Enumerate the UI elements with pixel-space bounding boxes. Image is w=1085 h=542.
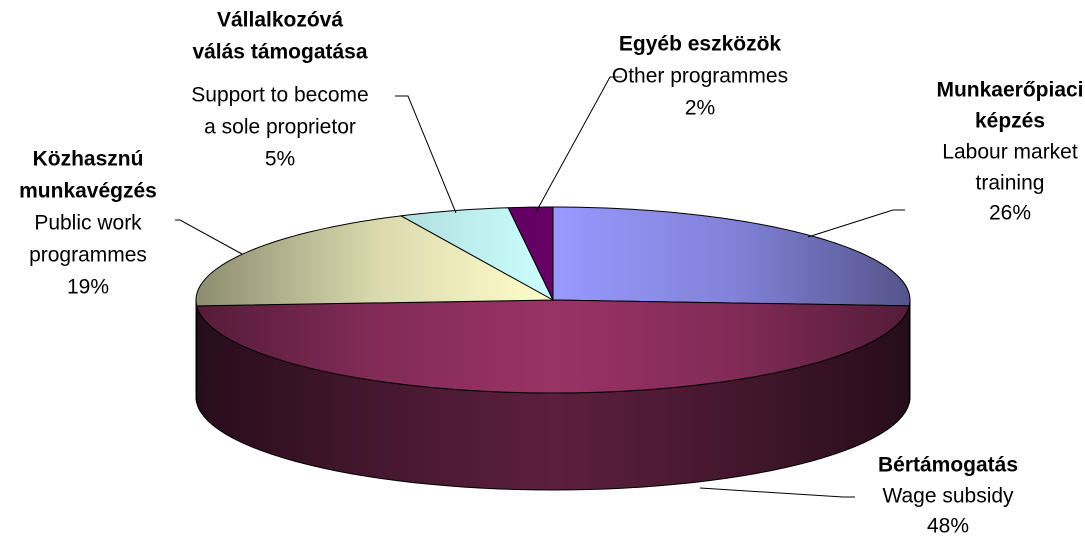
leader-line [395,95,457,214]
label-name: Munkaerőpiaci [936,79,1083,102]
leader-line [535,76,622,213]
label-name: Egyéb eszközök [619,33,782,56]
value-label: 48% [927,515,969,538]
value-label: 19% [67,276,109,299]
value-label: 5% [265,148,295,171]
label-name: Közhasznú [33,148,144,171]
label-name-en: Public work [34,212,142,235]
leader-line [699,487,855,498]
label-name-en: programmes [29,244,147,267]
label-name: képzés [975,110,1045,133]
value-label: 2% [685,97,715,120]
labels: Munkaerőpiaci képzés Labour market training… [19,9,1083,538]
label-name-en: a sole proprietor [204,116,356,139]
label-name-en: training [976,172,1045,195]
slice [196,299,910,394]
slice [507,206,554,301]
slice [552,206,911,307]
label-name-en: Support to become [191,84,368,107]
pie [195,206,911,491]
label-name-en: Wage subsidy [882,485,1014,508]
slice [399,207,555,302]
label-name: munkavégzés [19,180,157,203]
value-label: 26% [989,202,1031,225]
leader-line [175,219,243,255]
slice [195,215,555,307]
label-name-en: Labour market [942,141,1078,164]
label-name: Bértámogatás [878,454,1018,477]
label-name: Vállalkozóvá [217,9,343,32]
label-name: válás támogatása [192,41,367,64]
slice-side [195,300,198,403]
leader-line [807,209,905,238]
label-name-en: Other programmes [612,65,788,88]
